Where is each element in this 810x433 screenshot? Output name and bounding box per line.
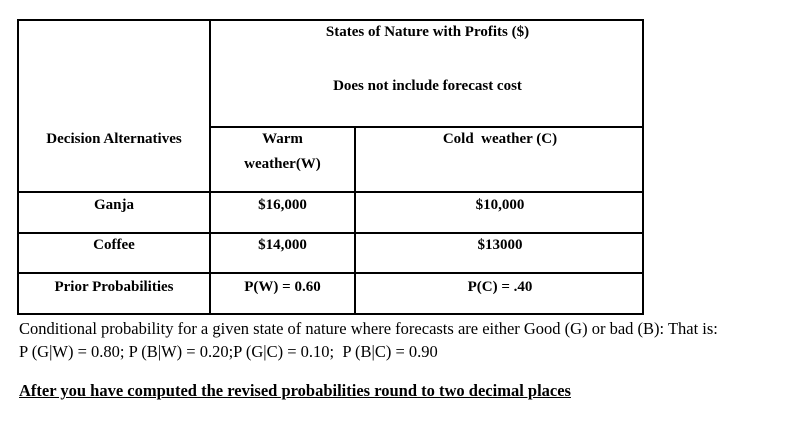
row-divider-1	[17, 191, 644, 193]
state-cold-label: Cold weather (C)	[442, 131, 558, 147]
state-warm-line1: Warm	[262, 131, 303, 147]
coffee-cold-profit: $13000	[477, 237, 523, 253]
alternative-coffee: Coffee	[93, 237, 135, 253]
alternative-ganja: Ganja	[93, 197, 134, 213]
conditional-probability-values: P (G|W) = 0.80; P (B|W) = 0.20;P (G|C) =…	[19, 342, 438, 361]
payoff-table	[17, 19, 644, 315]
row-divider-2	[17, 232, 644, 234]
column-divider-1	[209, 19, 211, 315]
coffee-warm-profit: $14,000	[258, 237, 307, 253]
prior-probabilities-label: Prior Probabilities	[54, 279, 174, 295]
header-title: States of Nature with Profits ($)	[325, 24, 530, 40]
decision-alternatives-label: Decision Alternatives	[46, 131, 182, 147]
row-divider-3	[17, 272, 644, 274]
ganja-warm-profit: $16,000	[258, 197, 307, 213]
row-divider-header	[209, 126, 644, 128]
column-divider-2	[354, 126, 356, 315]
header-subtitle: Does not include forecast cost	[333, 78, 522, 94]
state-warm-line2: weather(W)	[244, 156, 321, 172]
prior-cold: P(C) = .40	[467, 279, 533, 295]
conditional-probability-note: Conditional probability for a given stat…	[19, 319, 718, 338]
rounding-instruction: After you have computed the revised prob…	[19, 381, 571, 400]
prior-warm: P(W) = 0.60	[244, 279, 321, 295]
ganja-cold-profit: $10,000	[475, 197, 525, 213]
